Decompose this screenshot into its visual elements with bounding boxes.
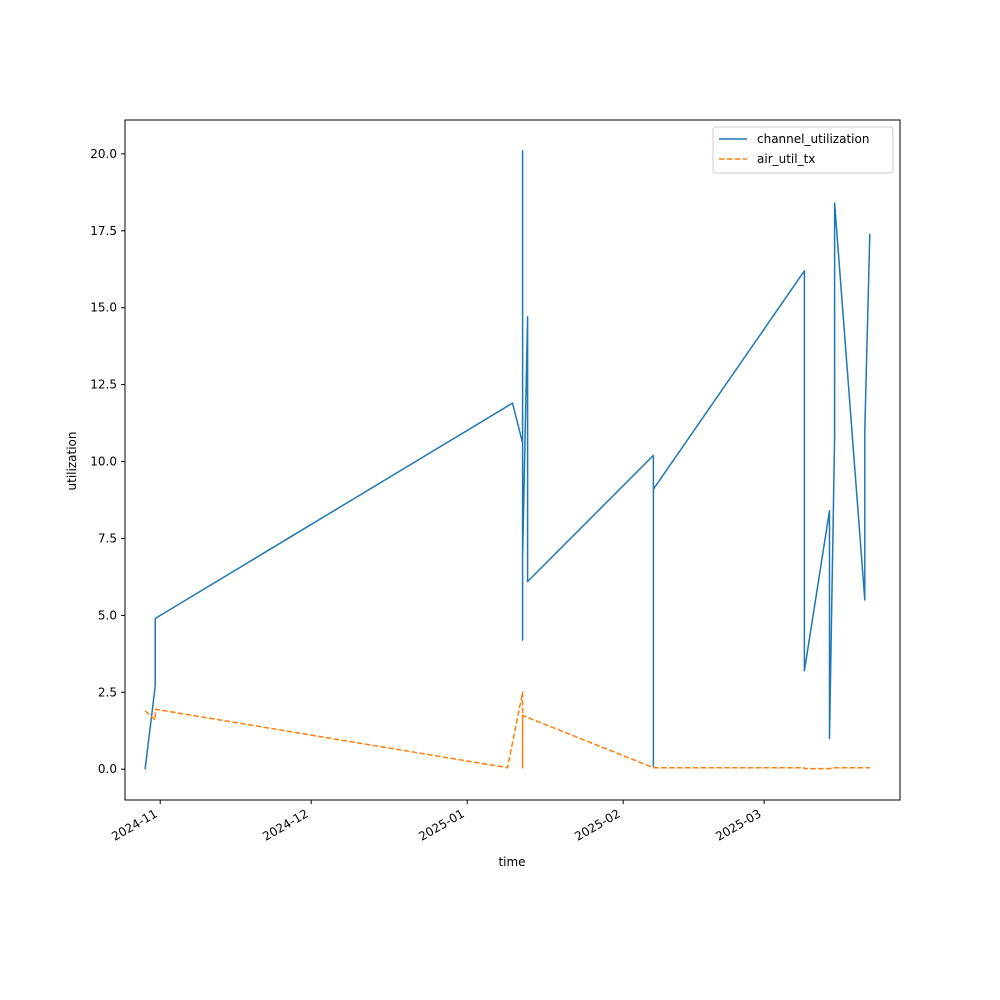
- x-tick-label: 2025-02: [572, 806, 622, 843]
- y-axis: 0.0 2.5 5.0 7.5 10.0 12.5 15.0 17.5 20.0: [90, 147, 125, 776]
- legend-box: [712, 126, 894, 174]
- x-tick-label: 2024-11: [109, 806, 159, 843]
- series-line-channel_utilization: [144, 150, 871, 770]
- y-tick-label: 20.0: [90, 147, 117, 161]
- y-axis-label: utilization: [65, 432, 79, 491]
- y-tick-label: 15.0: [90, 301, 117, 315]
- y-tick-label: 12.5: [90, 378, 117, 392]
- x-tick-label: 2025-03: [713, 806, 763, 843]
- y-tick-label: 5.0: [98, 608, 117, 622]
- legend-label-air_util_tx: air_util_tx: [757, 152, 815, 166]
- legend-label-channel_utilization: channel_utilization: [757, 132, 869, 146]
- y-tick-label: 10.0: [90, 455, 117, 469]
- y-tick-label: 0.0: [98, 762, 117, 776]
- y-tick-label: 17.5: [90, 224, 117, 238]
- series-layer: [144, 150, 871, 770]
- legend: channel_utilization air_util_tx: [712, 126, 894, 174]
- series-line-air_util_tx: [144, 691, 870, 770]
- plot-frame: [124, 119, 901, 801]
- y-tick-label: 2.5: [98, 685, 117, 699]
- x-axis: 2024-11 2024-12 2025-01 2025-02 2025-03: [109, 800, 765, 844]
- x-axis-label: time: [498, 855, 525, 869]
- x-tick-label: 2025-01: [416, 806, 466, 843]
- y-tick-label: 7.5: [98, 531, 117, 545]
- x-tick-label: 2024-12: [260, 806, 310, 843]
